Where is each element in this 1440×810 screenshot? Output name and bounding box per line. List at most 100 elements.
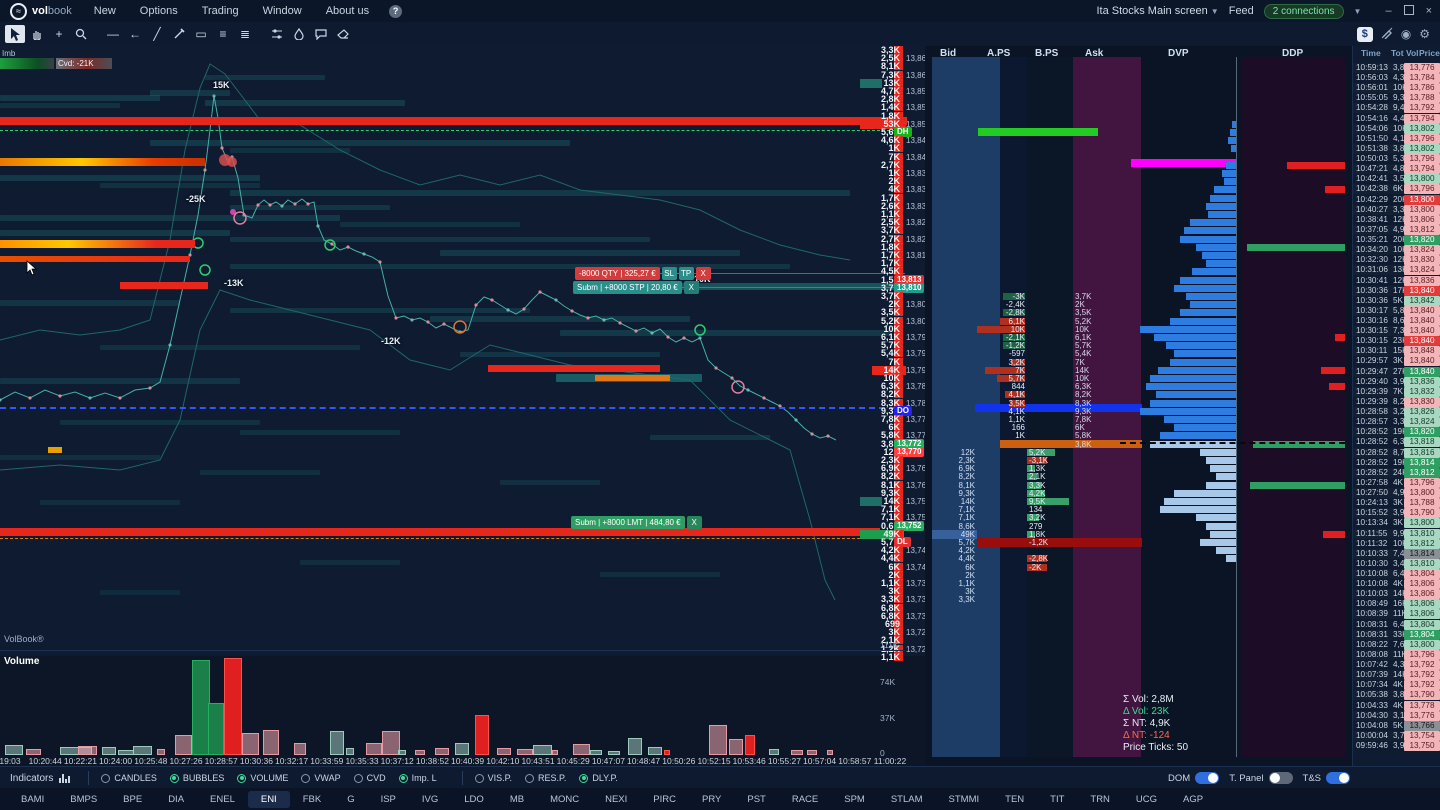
tns-price: 13,800 [1404, 518, 1440, 529]
tab-enel[interactable]: ENEL [210, 793, 235, 805]
main-chart[interactable]: Imb Cvd: -21K 15K-25K-13K-12K10K -8000 Q… [0, 46, 925, 656]
toggle-tpanel[interactable]: T. Panel [1229, 772, 1293, 784]
tns-time: 10:30:17 [1356, 305, 1388, 315]
tab-agp[interactable]: AGP [1183, 793, 1204, 805]
hline-tool-icon[interactable]: — [107, 27, 119, 41]
stop-order-chip[interactable]: Subm | +8000 STP | 20,80 € [573, 281, 682, 294]
pencil-icon[interactable] [1381, 27, 1393, 42]
tab-isp[interactable]: ISP [380, 793, 396, 805]
menu-item-options[interactable]: Options [139, 5, 178, 17]
tns-price: 13,804 [1404, 569, 1440, 579]
radio-volume[interactable]: VOLUME [237, 773, 288, 783]
dollar-panel-icon[interactable]: $ [1356, 26, 1373, 42]
tns-volume: 14K [1393, 670, 1408, 680]
radio-cvd[interactable]: CVD [353, 773, 386, 783]
tns-price: 13,800 [1404, 194, 1440, 205]
close-position-button[interactable]: X [695, 267, 711, 280]
workspace-selector[interactable]: Ita Stocks Main screen ▼ [1096, 5, 1218, 17]
last-trade-row-bar-13772 [1000, 440, 1142, 448]
tns-row: 10:07:34 4K 13,792 [1353, 680, 1440, 691]
tab-bmps[interactable]: BMPS [70, 793, 98, 805]
connections-badge[interactable]: 2 connections [1263, 3, 1344, 19]
zoom-tool-icon[interactable] [71, 25, 91, 43]
lines-tool-icon[interactable]: ≡ [219, 27, 227, 41]
tab-trn[interactable]: TRN [1090, 793, 1110, 805]
tab-ldo[interactable]: LDO [464, 793, 484, 805]
settings-gear-icon[interactable]: ⚙ [1419, 27, 1430, 41]
tab-monc[interactable]: MONC [550, 793, 580, 805]
radio-dlyp[interactable]: DLY.P. [579, 773, 618, 783]
radio-resp[interactable]: RES.P. [524, 773, 566, 783]
arrow-left-tool-icon[interactable]: ← [129, 27, 141, 41]
tns-row: 10:08:39 11K 13,806 [1353, 609, 1440, 620]
tab-pst[interactable]: PST [747, 793, 766, 805]
rect-tool-icon[interactable]: ▭ [195, 27, 207, 41]
toggle-dom[interactable]: DOM [1168, 772, 1220, 784]
bar-chart-icon[interactable] [59, 773, 71, 783]
menu-item-window[interactable]: Window [262, 5, 302, 17]
menu-item-trading[interactable]: Trading [201, 5, 239, 17]
plus-tool-icon[interactable]: + [55, 27, 63, 41]
hand-tool-icon[interactable] [27, 25, 47, 43]
tab-ucg[interactable]: UCG [1135, 793, 1158, 805]
help-icon[interactable]: ? [389, 4, 403, 18]
ask-depth-value: 2K [1075, 300, 1085, 310]
tab-mb[interactable]: MB [509, 793, 525, 805]
limit-order-chip[interactable]: Subm | +8000 LMT | 484,80 € [571, 516, 685, 529]
tab-bami[interactable]: BAMI [21, 793, 45, 805]
tab-pirc[interactable]: PIRC [653, 793, 676, 805]
tab-bpe[interactable]: BPE [123, 793, 143, 805]
tns-time: 10:04:33 [1356, 700, 1388, 710]
tns-time: 10:08:39 [1356, 609, 1388, 619]
trendline-tool-icon[interactable]: ╱ [153, 27, 161, 41]
record-icon[interactable]: ◉ [1400, 27, 1412, 41]
eraser-tool-icon[interactable] [333, 25, 353, 43]
tab-g[interactable]: G [347, 793, 355, 805]
toggle-switch[interactable] [1195, 772, 1220, 784]
tab-nexi[interactable]: NEXI [605, 793, 628, 805]
tab-ten[interactable]: TEN [1005, 793, 1025, 805]
tab-stmmi[interactable]: STMMI [948, 793, 980, 805]
cancel-stop-button[interactable]: X [683, 281, 699, 294]
menu-item-about-us[interactable]: About us [325, 5, 370, 17]
toggle-switch[interactable] [1268, 772, 1293, 784]
list-tool-icon[interactable]: ≣ [239, 27, 251, 41]
radio-impl[interactable]: Imp. L [398, 773, 437, 783]
tns-time: 10:37:05 [1356, 224, 1388, 234]
tns-price: 13,830 [1404, 255, 1440, 266]
tab-tit[interactable]: TIT [1050, 793, 1065, 805]
tab-eni[interactable]: ENI [247, 790, 290, 808]
radio-bubbles[interactable]: BUBBLES [169, 773, 224, 783]
menu-item-new[interactable]: New [93, 5, 116, 17]
select-tool-icon[interactable] [5, 25, 25, 43]
sliders-tool-icon[interactable] [267, 25, 287, 43]
dom-panel[interactable]: Bid A.PS B.PS Ask DVP DDP 3,7K 2K 3,5K 5,2K 10K 6,… [925, 46, 1352, 776]
cancel-limit-button[interactable]: X [686, 516, 702, 529]
take-profit-button[interactable]: TP [678, 267, 694, 280]
stop-loss-button[interactable]: SL [661, 267, 677, 280]
tab-ivg[interactable]: IVG [421, 793, 439, 805]
radio-visp[interactable]: VIS.P. [474, 773, 512, 783]
tab-stlam[interactable]: STLAM [890, 793, 923, 805]
tab-pry[interactable]: PRY [701, 793, 722, 805]
bid-depth-value: 2K [965, 570, 975, 580]
toggle-switch[interactable] [1326, 772, 1350, 784]
comment-tool-icon[interactable] [311, 25, 331, 43]
tab-fbk[interactable]: FBK [302, 793, 322, 805]
radio-candles[interactable]: CANDLES [101, 773, 157, 783]
toggle-t&s[interactable]: T&S [1303, 772, 1350, 784]
tab-dia[interactable]: DIA [168, 793, 185, 805]
tab-race[interactable]: RACE [791, 793, 819, 805]
time-and-sales[interactable]: Time Tot Vol Price 10:59:13 3,8K 13,776 10:… [1352, 46, 1440, 766]
tns-time: 10:54:06 [1356, 123, 1388, 133]
minimize-icon[interactable]: – [1385, 5, 1392, 17]
close-icon[interactable]: × [1425, 5, 1432, 17]
brush-tool-icon[interactable] [169, 25, 189, 43]
time-axis-label: 10:37:12 [380, 756, 414, 766]
tab-spm[interactable]: SPM [844, 793, 865, 805]
radio-vwap[interactable]: VWAP [301, 773, 341, 783]
chevron-down-icon[interactable]: ▼ [1353, 6, 1362, 16]
position-chip[interactable]: -8000 QTY | 325,27 € [575, 267, 660, 280]
drop-tool-icon[interactable] [289, 25, 309, 43]
restore-icon[interactable] [1403, 5, 1414, 15]
